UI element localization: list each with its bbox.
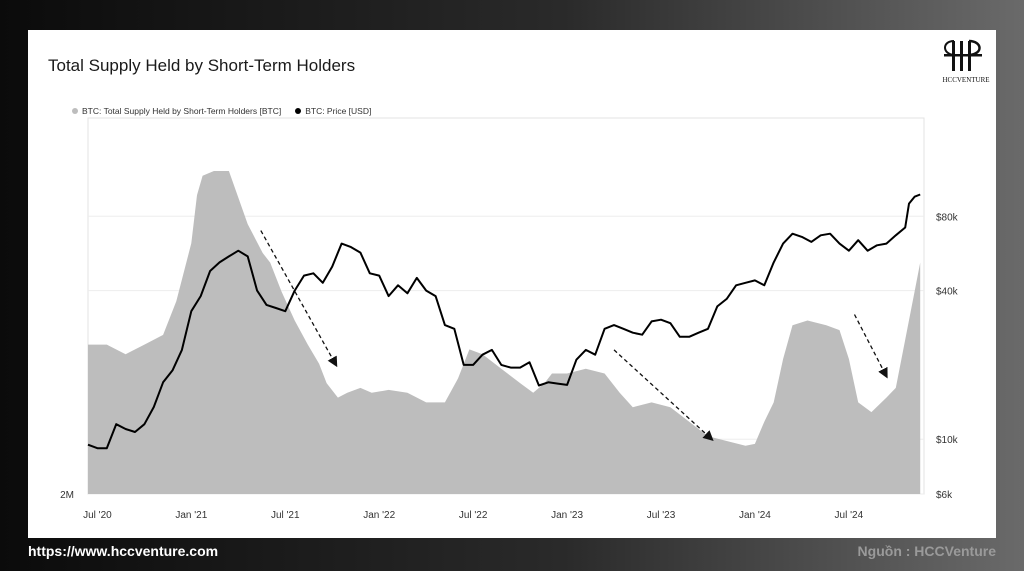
legend-label-price: BTC: Price [USD]: [305, 106, 372, 116]
right-tick-label: $40k: [936, 287, 959, 298]
x-tick-label: Jul '20: [83, 510, 112, 521]
series-supply-area: [88, 171, 921, 494]
x-tick-label: Jul '21: [271, 510, 300, 521]
axis-layer: Jul '20 Jan '21 Jul '21 Jan '22 Jul '22 Jan '…: [60, 212, 959, 521]
right-tick-label: $6k: [936, 490, 953, 501]
chart-svg: Jul '20 Jan '21 Jul '21 Jan '22 Jul '22 Jan '…: [60, 117, 959, 521]
arrow-layer: [260, 230, 888, 441]
logo-text: HCCVENTURE: [942, 76, 990, 84]
chart-title: Total Supply Held by Short-Term Holders: [48, 56, 356, 75]
area-layer: [88, 171, 921, 494]
trend-arrow-2: [853, 314, 888, 379]
x-tick-label: Jul '24: [835, 510, 864, 521]
line-layer: [87, 193, 921, 450]
x-tick-label: Jan '21: [175, 510, 207, 521]
footer-website[interactable]: https://www.hccventure.com: [28, 543, 219, 559]
x-tick-label: Jan '24: [739, 510, 771, 521]
right-tick-label: $10k: [936, 435, 959, 446]
trend-arrow-1: [613, 349, 714, 441]
legend-dot-supply: [72, 108, 78, 114]
legend-label-supply: BTC: Total Supply Held by Short-Term Hol…: [82, 106, 282, 116]
brand-logo: HCCVENTURE: [938, 38, 994, 90]
x-tick-label: Jan '23: [551, 510, 583, 521]
trend-arrow-0: [260, 230, 338, 368]
legend-dot-price: [295, 108, 302, 114]
x-tick-label: Jan '22: [363, 510, 395, 521]
x-tick-label: Jul '23: [647, 510, 676, 521]
series-price-line: [87, 193, 921, 450]
legend-item-price[interactable]: BTC: Price [USD]: [295, 106, 371, 116]
footer-source: Nguồn : HCCVenture: [857, 543, 996, 559]
x-tick-label: Jul '22: [459, 510, 488, 521]
logo-icon: [944, 39, 982, 71]
chart-legend: BTC: Total Supply Held by Short-Term Hol…: [72, 106, 371, 116]
left-tick-label: 2M: [60, 490, 74, 501]
legend-item-supply[interactable]: BTC: Total Supply Held by Short-Term Hol…: [72, 106, 281, 116]
chart-card: Total Supply Held by Short-Term Holders …: [28, 30, 996, 538]
right-tick-label: $80k: [936, 212, 959, 223]
